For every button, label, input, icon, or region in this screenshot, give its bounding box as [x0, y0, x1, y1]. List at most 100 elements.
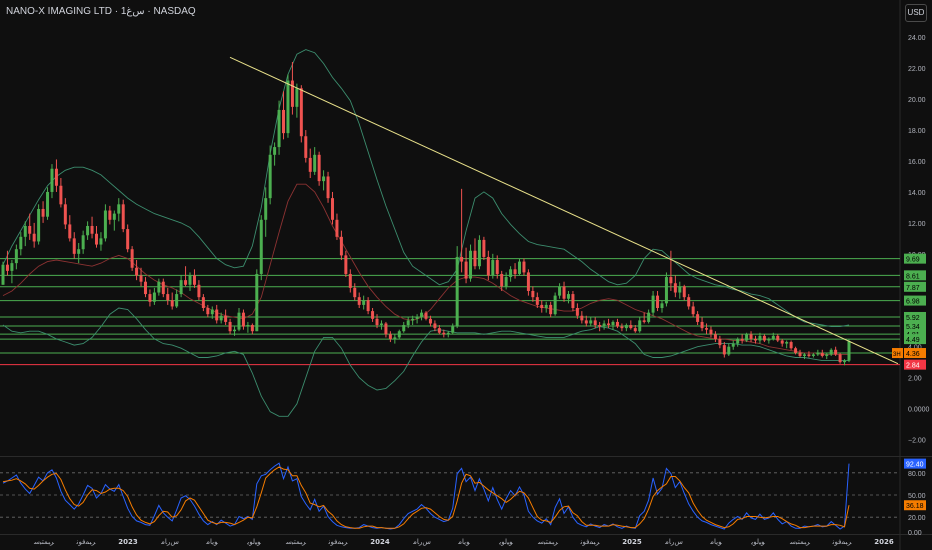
candle-body — [95, 233, 99, 245]
candle-body — [250, 325, 254, 332]
price-tick-label: 14.00 — [908, 190, 926, 197]
support-tag — [904, 359, 926, 370]
candle-body — [206, 308, 210, 315]
candle-body — [682, 286, 686, 298]
candle-body — [656, 295, 660, 308]
candle-body — [660, 303, 664, 308]
candle-body — [415, 317, 419, 319]
currency-button[interactable]: USD — [905, 4, 927, 22]
candle-body — [749, 334, 753, 339]
candle-body — [464, 261, 468, 279]
candle-body — [23, 225, 27, 237]
candle-body — [829, 349, 833, 355]
candle-body — [696, 314, 700, 322]
candle-body — [264, 198, 268, 220]
candle-body — [86, 225, 90, 236]
candle-body — [335, 219, 339, 237]
trendline[interactable] — [229, 56, 899, 365]
candle-body — [678, 286, 682, 293]
candle-body — [14, 249, 18, 264]
candle-body — [46, 191, 50, 217]
candle-body — [179, 280, 183, 295]
candle-body — [135, 267, 139, 276]
candle-body — [593, 320, 597, 326]
candle-body — [758, 335, 762, 341]
candle-body — [486, 256, 490, 276]
candle-body — [192, 275, 196, 285]
candle-body — [406, 320, 410, 326]
candle-body — [709, 329, 713, 335]
candle-body — [589, 320, 593, 324]
candle-body — [664, 277, 668, 304]
candle-body — [112, 213, 116, 220]
candle-body — [99, 238, 103, 245]
candle-body — [353, 287, 357, 298]
candle-body — [219, 315, 223, 321]
candle-body — [1, 264, 5, 285]
candle-body — [152, 292, 156, 302]
level-tag — [904, 281, 926, 292]
candle-body — [580, 315, 584, 321]
candle-body — [54, 168, 58, 186]
d-value-label: 36.18 — [906, 503, 924, 510]
candle-body — [233, 329, 237, 332]
candle-body — [19, 236, 23, 250]
price-tick-label: 24.00 — [908, 35, 926, 42]
level-tag — [904, 270, 926, 281]
time-tick-label: ﺮﺒﻤﺘﺒﺳ — [285, 538, 306, 546]
level-tag — [904, 295, 926, 306]
candle-body — [10, 263, 14, 271]
candle-body — [322, 176, 326, 182]
candle-body — [638, 320, 642, 332]
candle-body — [402, 325, 406, 332]
time-tick-label: ﺱﺭﺎﻣ — [160, 538, 179, 546]
candle-body — [566, 294, 570, 299]
candle-body — [780, 340, 784, 344]
time-tick-label: ﻮﻳﺎﻣ — [709, 538, 722, 546]
candle-body — [103, 210, 107, 239]
support-label: 2.84 — [906, 363, 920, 370]
k-value-tag — [904, 458, 926, 469]
candle-body — [375, 318, 379, 326]
level-label: 5.34 — [906, 324, 920, 331]
level-label: 7.87 — [906, 285, 920, 292]
price-axis[interactable]: 24.0022.0020.0018.0016.0014.0012.0010.00… — [892, 35, 930, 537]
candle-body — [477, 239, 481, 267]
time-tick-label: ﺮﺒﻤﻓﻮﻧ — [328, 538, 348, 546]
level-label: 4.49 — [906, 337, 920, 344]
price-tick-label: 12.00 — [908, 221, 926, 228]
candle-body — [166, 294, 170, 301]
candle-body — [607, 323, 611, 326]
candle-body — [549, 304, 553, 315]
candle-body — [816, 352, 820, 355]
candle-body — [388, 334, 392, 339]
oscillator-tick-label: 80.00 — [908, 471, 926, 478]
candle-body — [615, 321, 619, 327]
candle-body — [575, 308, 579, 316]
time-tick-label: ﺱﺭﺎﻣ — [664, 538, 683, 546]
price-tick-label: 22.00 — [908, 66, 926, 73]
candle-body — [77, 249, 81, 254]
candle-body — [620, 326, 624, 329]
candle-body — [286, 80, 290, 134]
level-label: 8.61 — [906, 273, 920, 280]
candle-body — [713, 334, 717, 339]
trendline-line — [229, 56, 899, 365]
candle-body — [282, 109, 286, 134]
candle-body — [500, 273, 504, 287]
candle-body — [518, 261, 522, 274]
candle-body — [446, 332, 450, 335]
candle-body — [81, 235, 85, 250]
level-tag — [904, 320, 926, 331]
candle-body — [753, 338, 757, 341]
time-tick-label: ﺮﺒﻤﻓﻮﻧ — [580, 538, 600, 546]
candle-body — [108, 210, 112, 220]
candle-body — [745, 334, 749, 341]
candle-body — [598, 325, 602, 327]
candle-body — [433, 323, 437, 329]
candle-body — [224, 315, 228, 322]
time-axis[interactable]: ﺮﺒﻤﺘﺒﺳ ﺮﺒﻤﻓﻮﻧ 2023 ﺱﺭﺎﻣ ﻮﻳﺎﻣ ﻮﻴﻟﻮﻳ ﺮﺒﻤﺘﺒﺳ ﺮﺒﻤﻓﻮ… — [33, 538, 894, 546]
candle-body — [513, 269, 517, 274]
candle-body — [687, 297, 691, 307]
